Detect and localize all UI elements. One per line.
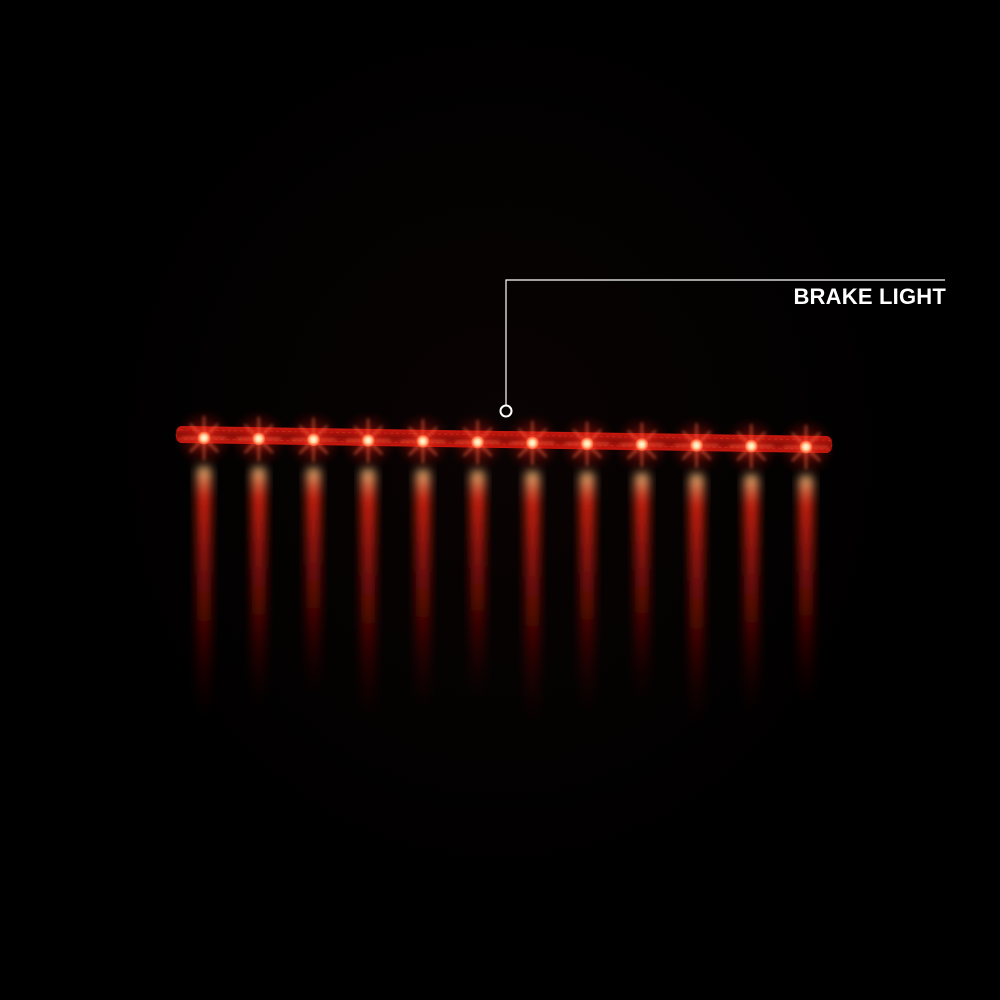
led-reflection bbox=[580, 471, 595, 715]
led bbox=[611, 414, 672, 475]
led-reflection bbox=[799, 475, 813, 706]
led bbox=[283, 409, 344, 470]
led-reflection bbox=[415, 469, 430, 713]
led bbox=[447, 412, 508, 473]
led-reflection bbox=[634, 472, 649, 704]
led bbox=[338, 410, 399, 471]
callout-label: BRAKE LIGHT bbox=[793, 284, 946, 309]
led-reflection bbox=[251, 466, 266, 710]
led bbox=[776, 417, 836, 477]
floor-reflections bbox=[197, 466, 813, 729]
led-reflection bbox=[197, 466, 211, 721]
led bbox=[557, 413, 618, 474]
callout-marker-icon bbox=[499, 404, 513, 418]
led bbox=[392, 411, 453, 472]
led-reflection bbox=[470, 470, 485, 702]
led-row bbox=[174, 408, 836, 477]
led bbox=[502, 412, 563, 473]
led bbox=[666, 415, 727, 476]
led-reflection bbox=[306, 467, 321, 699]
led-reflection bbox=[689, 473, 704, 729]
callout-leader bbox=[499, 279, 945, 418]
led-reflection bbox=[744, 474, 759, 718]
led bbox=[721, 416, 782, 477]
led bbox=[228, 408, 289, 469]
led-reflection bbox=[361, 468, 376, 724]
led-reflection bbox=[525, 470, 540, 726]
led bbox=[174, 408, 234, 468]
